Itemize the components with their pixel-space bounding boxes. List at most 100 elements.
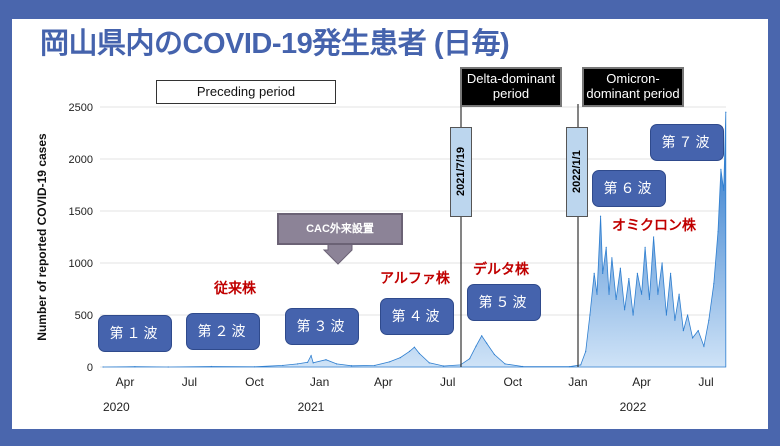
delta-period-label: Delta-dominant period bbox=[460, 67, 562, 107]
x-tick-label: Jan bbox=[568, 375, 587, 389]
y-tick-label: 2000 bbox=[69, 154, 93, 166]
preceding-period-label: Preceding period bbox=[156, 80, 336, 104]
data-point bbox=[306, 361, 309, 363]
data-point bbox=[653, 236, 655, 238]
wave-3-label: 第３波 bbox=[285, 308, 359, 345]
x-tick-label: Jul bbox=[182, 375, 197, 389]
wave-6-label: 第６波 bbox=[592, 170, 666, 207]
year-label: 2022 bbox=[620, 400, 647, 414]
data-point bbox=[661, 262, 663, 264]
data-point bbox=[628, 278, 630, 280]
y-tick-label: 2500 bbox=[69, 102, 93, 114]
wave-7-label: 第７波 bbox=[650, 124, 724, 161]
data-point bbox=[522, 365, 524, 368]
conventional-strain-label: 従来株 bbox=[214, 280, 256, 296]
delta-date-marker: 2021/7/19 bbox=[450, 127, 472, 217]
data-point bbox=[697, 330, 699, 332]
data-point bbox=[687, 314, 689, 316]
data-point bbox=[691, 337, 694, 339]
wave-2-label: 第２波 bbox=[186, 313, 260, 350]
x-tick-label: Apr bbox=[116, 375, 135, 389]
x-tick-label: Apr bbox=[632, 375, 651, 389]
data-point bbox=[418, 352, 420, 355]
x-tick-label: Jan bbox=[310, 375, 329, 389]
data-point bbox=[636, 272, 638, 274]
data-point bbox=[297, 363, 299, 365]
data-point bbox=[682, 330, 684, 332]
data-point bbox=[469, 358, 471, 360]
cases-area bbox=[103, 112, 727, 368]
data-point bbox=[568, 366, 571, 368]
page-title: 岡山県内のCOVID-19発生患者 (日毎) bbox=[40, 28, 510, 60]
data-point bbox=[599, 215, 602, 217]
data-point bbox=[408, 350, 411, 352]
data-point bbox=[624, 309, 626, 311]
data-point bbox=[312, 362, 314, 364]
x-tick-label: Apr bbox=[374, 375, 393, 389]
data-point bbox=[723, 189, 725, 191]
data-point bbox=[335, 363, 338, 365]
data-point bbox=[720, 168, 722, 170]
data-point bbox=[608, 293, 610, 295]
data-point bbox=[648, 298, 650, 300]
data-point bbox=[493, 353, 496, 356]
omicron-period-label: Omicron-dominant period bbox=[582, 67, 684, 107]
data-point bbox=[486, 342, 488, 344]
data-point bbox=[102, 366, 104, 368]
data-point bbox=[703, 345, 705, 347]
data-point bbox=[428, 362, 430, 364]
data-point bbox=[167, 366, 169, 368]
alpha-strain-label: アルファ株 bbox=[380, 270, 450, 286]
data-point bbox=[632, 314, 634, 316]
data-point bbox=[708, 319, 710, 321]
data-point bbox=[589, 314, 591, 316]
data-point bbox=[580, 364, 582, 366]
data-point bbox=[399, 357, 401, 359]
data-point bbox=[442, 365, 445, 367]
data-point bbox=[325, 359, 327, 361]
omicron-date-marker: 2022/1/1 bbox=[566, 127, 588, 217]
wave-4-label: 第４波 bbox=[380, 298, 454, 335]
data-point bbox=[585, 350, 587, 352]
data-point bbox=[619, 267, 621, 269]
data-point bbox=[374, 364, 376, 367]
data-point bbox=[670, 272, 672, 274]
data-point bbox=[475, 345, 477, 347]
wave-1-label: 第１波 bbox=[98, 315, 172, 352]
y-tick-label: 1000 bbox=[69, 258, 93, 270]
delta-strain-label: デルタ株 bbox=[473, 261, 529, 277]
data-point bbox=[725, 111, 727, 113]
y-tick-label: 1500 bbox=[69, 206, 93, 218]
data-point bbox=[596, 293, 598, 295]
data-point bbox=[717, 231, 719, 233]
x-tick-label: Oct bbox=[503, 375, 522, 389]
data-point bbox=[210, 365, 212, 368]
data-point bbox=[481, 335, 483, 337]
data-point bbox=[389, 361, 391, 363]
data-point bbox=[504, 363, 506, 365]
data-point bbox=[713, 283, 715, 285]
data-point bbox=[665, 314, 667, 316]
cac-clinic-callout: CAC外来設置 bbox=[277, 213, 403, 245]
data-point bbox=[310, 354, 312, 357]
y-tick-label: 500 bbox=[75, 310, 93, 322]
data-point bbox=[134, 366, 136, 368]
data-point bbox=[605, 246, 607, 248]
data-point bbox=[602, 272, 604, 274]
data-point bbox=[611, 257, 613, 259]
data-point bbox=[644, 246, 646, 248]
data-point bbox=[641, 293, 643, 295]
omicron-strain-label: オミクロン株 bbox=[612, 217, 696, 233]
data-point bbox=[615, 298, 617, 300]
data-point bbox=[593, 272, 595, 274]
data-point bbox=[282, 364, 284, 367]
data-point bbox=[674, 319, 676, 321]
data-point bbox=[657, 293, 659, 295]
y-tick-label: 0 bbox=[87, 362, 93, 374]
year-label: 2020 bbox=[103, 400, 130, 414]
wave-5-label: 第５波 bbox=[467, 284, 541, 321]
x-tick-label: Jul bbox=[698, 375, 713, 389]
x-tick-label: Oct bbox=[245, 375, 264, 389]
data-point bbox=[413, 346, 416, 348]
